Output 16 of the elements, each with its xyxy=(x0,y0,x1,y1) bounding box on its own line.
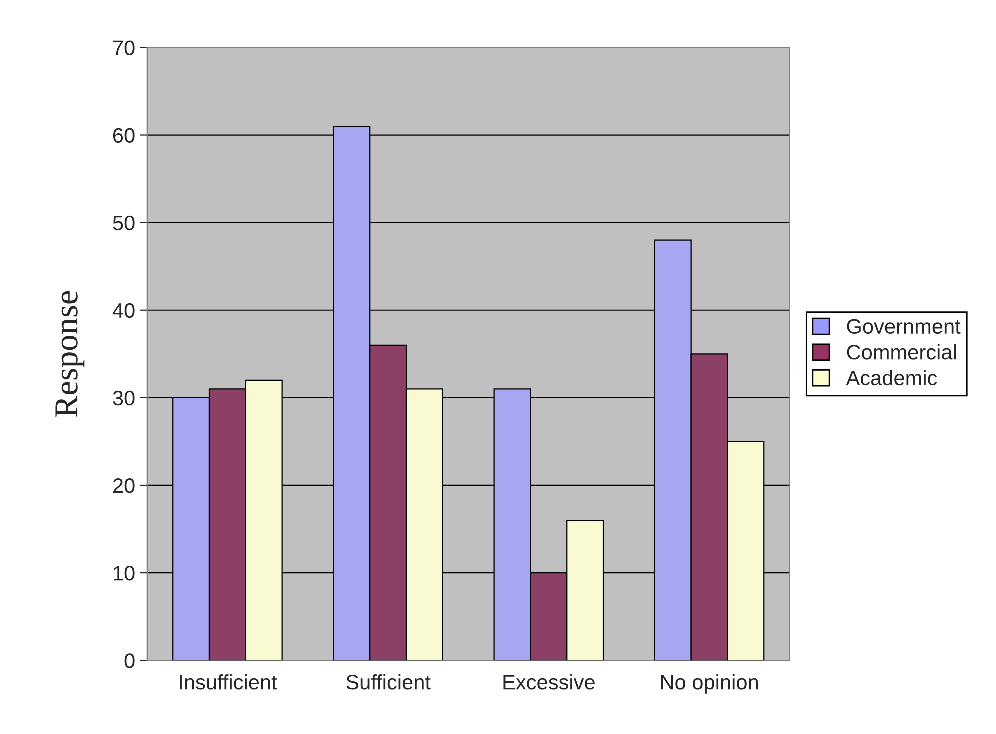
y-tick-label: 20 xyxy=(113,478,135,494)
y-tick-label: 0 xyxy=(124,654,135,668)
x-tick-label: Insufficient xyxy=(180,674,278,690)
legend-label: Commercial xyxy=(847,344,956,360)
legend-label: Government xyxy=(847,319,961,334)
y-axis-title: Response xyxy=(56,291,85,418)
x-tick-label: No opinion xyxy=(661,674,758,694)
y-tick-label: 40 xyxy=(112,303,135,318)
y-tick-label: 60 xyxy=(113,128,135,144)
x-tick-label: Sufficient xyxy=(346,674,431,690)
y-tick-label: 30 xyxy=(113,390,135,406)
x-tick-label: Excessive xyxy=(504,674,595,690)
y-tick-label: 70 xyxy=(114,40,135,56)
y-tick-label: 50 xyxy=(113,216,135,231)
y-tick-label: 10 xyxy=(114,566,135,581)
legend-label: Academic xyxy=(846,370,938,386)
